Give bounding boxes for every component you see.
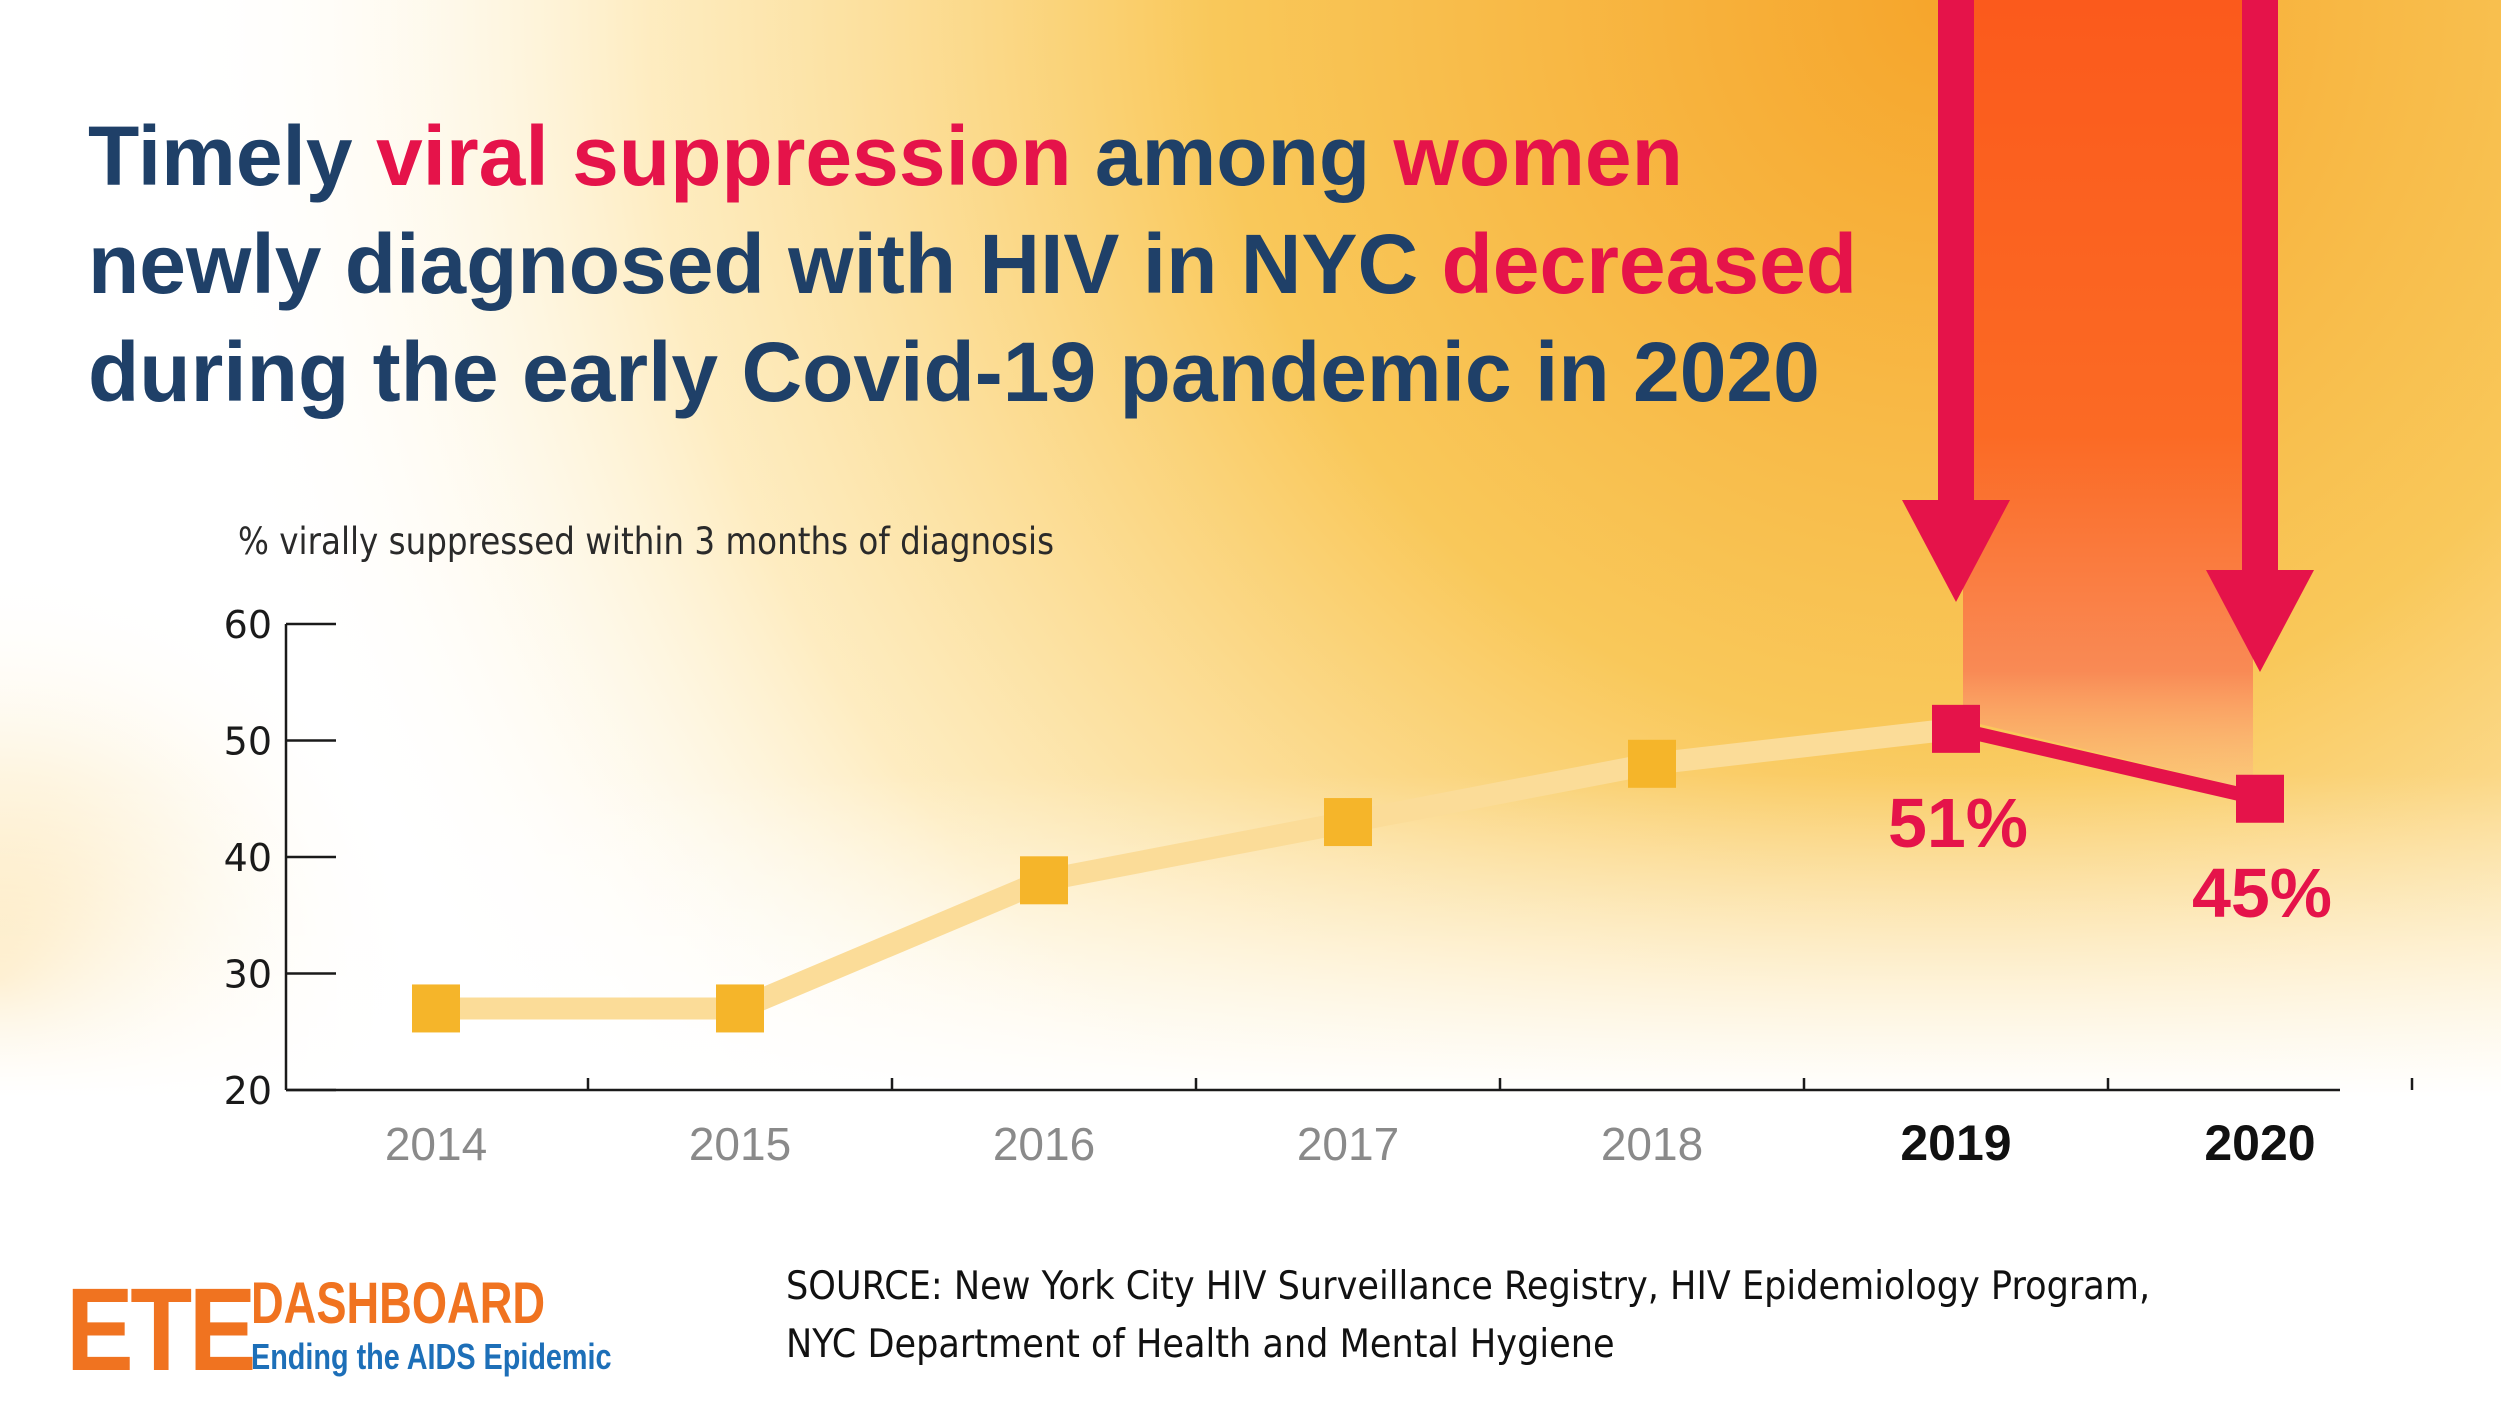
trend-line-2014-2019 [425,717,1967,1020]
y-tick-label: 20 [224,1069,272,1113]
arrow-shaft-2019 [1938,0,1974,504]
chart-title: Timely viral suppression among women newl… [88,102,1988,426]
x-tick-label-2020: 2020 [2204,1115,2315,1171]
title-highlight-viral-suppression: viral suppression [375,109,1072,203]
y-axis-label: % virally suppressed within 3 months of … [238,520,1055,563]
data-point-2017 [1324,798,1372,847]
title-text-3: newly diagnosed with HIV in NYC [88,217,1442,311]
y-tick-label: 60 [224,603,272,647]
data-point-2016 [1020,856,1068,905]
logo-name: DASHBOARD [251,1271,546,1336]
logo-tagline: Ending the AIDS Epidemic [251,1336,612,1377]
title-highlight-decreased: decreased [1441,217,1858,311]
arrow-head-2020 [2206,570,2314,672]
x-tick-label-2018: 2018 [1601,1118,1703,1170]
y-tick-label: 50 [224,720,272,764]
title-text-1: Timely [88,109,376,203]
data-point-2020 [2236,774,2284,823]
value-label-2020: 45% [2192,854,2332,932]
data-point-2015 [716,984,764,1033]
title-text-2: among [1071,109,1394,203]
source-note: SOURCE: New York City HIV Surveillance R… [786,1264,2151,1367]
x-tick-label-2017: 2017 [1297,1118,1399,1170]
logo-mark: ETE [66,1264,256,1396]
arrow-head-2019 [1902,500,2010,602]
data-point-2019 [1932,704,1980,753]
data-point-2014 [412,984,460,1033]
title-highlight-women: women [1393,109,1683,203]
x-tick-label-2019: 2019 [1900,1115,2011,1171]
decline-line-2019-2020 [1954,722,2262,806]
value-label-2019: 51% [1888,784,2028,862]
title-text-4: during the early Covid-19 pandemic in 20… [88,325,1820,419]
decline-highlight-band [1963,0,2253,790]
ete-dashboard-logo: ETE DASHBOARD Ending the AIDS Epidemic [66,1264,612,1396]
y-tick-label: 30 [224,953,272,997]
x-tick-label-2015: 2015 [689,1118,791,1170]
x-tick-label-2014: 2014 [385,1118,487,1170]
data-point-2018 [1628,739,1676,788]
arrow-shaft-2020 [2242,0,2278,574]
y-tick-label: 40 [224,836,272,880]
x-tick-label-2016: 2016 [993,1118,1095,1170]
